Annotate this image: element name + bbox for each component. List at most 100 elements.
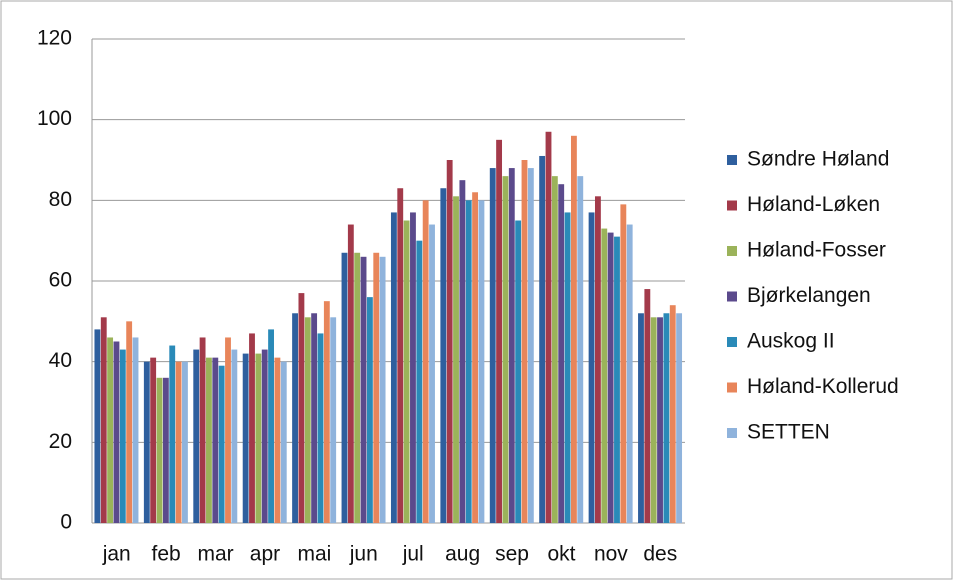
bar [465,200,472,524]
x-tick-label: des [643,543,677,566]
bar [182,361,188,523]
legend-label: SETTEN [747,421,830,444]
bar [292,313,298,523]
x-tick-label: mar [197,543,233,566]
bar [676,313,683,523]
bar [212,357,219,523]
bar [119,349,126,523]
bar [472,192,479,523]
bar [601,228,608,524]
bar [304,317,311,523]
legend-label: Høland-Løken [747,193,880,216]
bar [594,196,601,524]
y-tick-label: 0 [60,511,72,534]
bar [156,377,163,523]
bar [478,200,485,524]
bar [193,349,200,523]
bar [354,252,361,523]
bar [107,337,114,523]
bar [323,301,330,523]
x-tick-label: nov [594,543,628,566]
bar [650,317,657,523]
bar [169,345,176,523]
bar [379,256,386,523]
x-tick-label: mai [297,543,331,566]
legend-swatch [727,155,737,165]
bar [268,329,274,523]
x-tick-label: aug [445,543,480,566]
bar [515,220,522,523]
bar [94,329,101,523]
x-tick-label: jun [349,543,378,566]
legend-swatch [727,428,737,438]
bar [521,160,528,523]
bar [150,357,157,523]
bar [366,297,373,523]
bar [644,289,651,523]
bar [218,365,225,523]
bar [280,361,287,523]
legend-label: Høland-Kollerud [747,375,899,398]
bar [132,337,139,523]
bar [261,349,268,523]
bar [440,188,447,523]
bar [126,321,133,523]
x-tick-label: feb [152,543,181,566]
bar [113,341,120,523]
y-tick-label: 60 [49,269,72,292]
bar [459,180,466,523]
bar [403,220,410,523]
bar [231,349,238,523]
bar [564,212,571,523]
bar [496,139,503,524]
legend-label: Bjørkelangen [747,284,871,307]
x-tick-label: jul [402,543,424,566]
bar [570,135,577,524]
bar [225,337,231,523]
legend-label: Søndre Høland [747,148,889,171]
bar [410,212,416,523]
bar [551,176,558,523]
bar [298,293,305,523]
bar [317,333,324,523]
bar [274,357,281,523]
bar [539,155,546,523]
y-tick-label: 120 [37,27,72,50]
bar [100,317,107,523]
bar [360,256,367,523]
bar [341,252,348,523]
bar [255,353,262,523]
bar [657,317,663,523]
y-tick-label: 100 [37,107,72,130]
legend-swatch [727,291,737,302]
bar [143,361,150,523]
bar [577,176,584,523]
bar [347,224,354,524]
x-tick-label: apr [250,543,280,566]
legend-swatch [727,246,737,256]
bar [446,160,453,523]
bar [502,176,509,523]
bar [607,232,614,523]
y-tick-label: 20 [49,430,72,453]
bar [545,131,552,523]
bar [489,168,496,524]
bar [638,313,644,523]
bar [199,337,206,523]
bar [669,305,676,523]
bar [162,377,169,523]
legend-label: Auskog II [747,330,835,353]
bar [330,317,337,523]
bar [558,184,565,523]
legend-label: Høland-Fosser [747,239,886,262]
bar [429,224,435,524]
legend-swatch [727,382,737,393]
bar [311,313,318,523]
x-tick-label: jan [102,543,131,566]
y-tick-label: 40 [49,349,72,372]
bar [508,168,515,524]
bar [663,313,670,523]
bar [416,240,423,523]
